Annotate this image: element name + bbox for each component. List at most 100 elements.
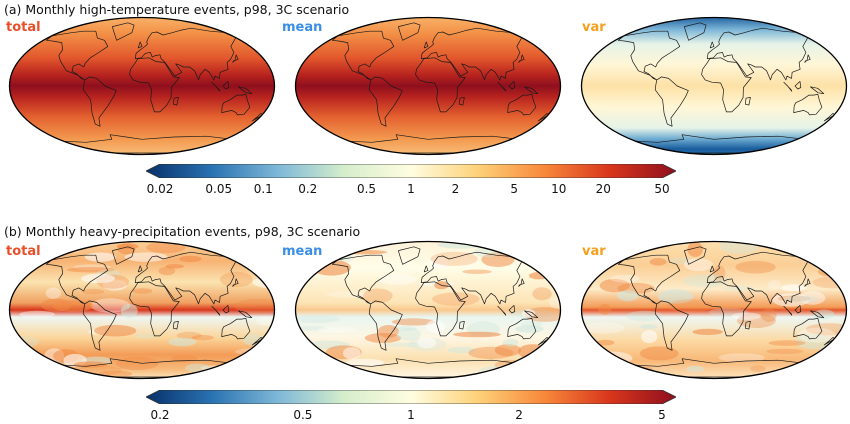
field-patch <box>795 333 833 350</box>
field-patch <box>225 241 264 251</box>
coastline <box>706 27 810 81</box>
coastline <box>211 305 221 316</box>
field-patch <box>363 288 393 304</box>
field-patch <box>794 373 813 379</box>
field-patch <box>783 295 818 303</box>
coastline <box>459 321 465 330</box>
field-patch <box>750 365 766 372</box>
coastline <box>134 27 238 81</box>
coastline <box>794 305 802 314</box>
coastline <box>415 57 466 113</box>
field-patch <box>502 338 519 347</box>
field-patch <box>597 358 618 367</box>
coastline <box>617 254 681 305</box>
field-patch <box>617 290 639 302</box>
field-patch <box>599 279 630 293</box>
field-patch <box>346 358 385 367</box>
field-patch <box>797 251 814 256</box>
map-border <box>294 16 562 156</box>
field-patch <box>595 351 610 361</box>
field-patch <box>426 319 446 334</box>
field-patch <box>692 328 723 335</box>
field-patch <box>115 356 159 371</box>
field-patch <box>761 308 777 322</box>
field-patch <box>718 353 765 362</box>
field-patch <box>494 359 527 371</box>
field-patch <box>799 291 826 305</box>
field-patch <box>391 318 436 326</box>
field-patch <box>549 296 561 310</box>
coastline <box>524 310 539 318</box>
field-patch <box>639 346 679 361</box>
field-patch <box>494 344 521 357</box>
field-patch <box>713 265 726 282</box>
coastline <box>54 358 234 378</box>
field-patch <box>596 339 615 346</box>
field-patch <box>610 274 640 283</box>
map-b-mean <box>294 240 562 380</box>
coastline <box>617 30 681 81</box>
coastline <box>507 318 537 340</box>
coastline <box>684 246 707 265</box>
field-patch <box>834 361 847 375</box>
coastline <box>211 81 221 92</box>
field-patch <box>378 273 417 285</box>
coastline <box>331 30 395 81</box>
coastline <box>232 278 239 287</box>
coastline <box>459 97 465 106</box>
coastline <box>783 305 793 316</box>
field-patch <box>219 373 248 379</box>
colorbar-b <box>146 390 676 404</box>
field-patch <box>708 308 749 317</box>
coastline <box>709 265 715 273</box>
field-patch <box>124 252 168 262</box>
coastline <box>173 97 179 106</box>
field-patch <box>657 289 694 304</box>
field-patch <box>322 371 340 379</box>
colorbar-tick-label: 5 <box>658 408 666 422</box>
field-patch <box>81 273 115 284</box>
field-patch <box>686 365 705 372</box>
field-patch <box>640 324 658 329</box>
map-a-mean <box>294 16 562 156</box>
field-patch <box>581 265 598 272</box>
colorbar-tick-label: 20 <box>595 182 611 196</box>
field-patch <box>295 260 320 272</box>
field-patch <box>731 312 761 320</box>
colorbar-tick-label: 0.02 <box>146 182 174 196</box>
map-border <box>580 16 848 156</box>
coastline <box>222 305 230 314</box>
field-patch <box>132 288 153 294</box>
colorbar-tick-label: 10 <box>551 182 567 196</box>
field-patch <box>770 241 795 249</box>
field-patch <box>120 304 138 318</box>
coastline <box>420 251 524 305</box>
coastline <box>793 94 823 116</box>
field-patch <box>31 366 52 377</box>
field-patch <box>212 241 250 249</box>
map-border <box>294 240 562 380</box>
field-patch <box>524 307 561 322</box>
field-patch <box>179 255 202 263</box>
colorbar-tick-label: 0.1 <box>253 182 273 196</box>
coastline <box>423 265 429 273</box>
field-patch <box>176 331 202 340</box>
coastline <box>709 41 715 49</box>
field-patch <box>146 241 186 253</box>
coastline <box>701 57 752 113</box>
field-patch <box>666 299 713 313</box>
colorbar-tick-label: 0.2 <box>150 408 170 422</box>
field-patch <box>735 260 776 274</box>
coastline <box>793 318 823 340</box>
coastline <box>221 94 251 116</box>
colorbar-tick-label: 1 <box>407 408 415 422</box>
coastline <box>398 22 421 41</box>
field-patch <box>447 346 476 354</box>
field-patch <box>234 298 275 314</box>
field-patch <box>583 322 625 334</box>
field-patch <box>818 267 841 277</box>
field-patch <box>66 267 115 273</box>
field-patch <box>515 325 544 333</box>
coastline <box>518 54 525 63</box>
colorbar-tick-label: 0.5 <box>293 408 313 422</box>
